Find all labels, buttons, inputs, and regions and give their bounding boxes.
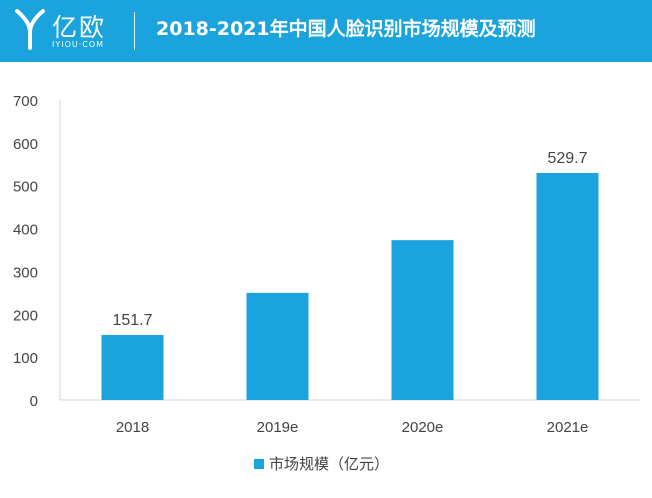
x-tick-label: 2021e [547, 419, 589, 436]
y-tick-label: 100 [13, 350, 38, 367]
bars [101, 172, 599, 400]
y-tick-label: 700 [13, 93, 38, 110]
data-labels: 151.7 529.7 [112, 150, 587, 329]
x-tick-label: 2019e [257, 419, 299, 436]
x-tick-label: 2018 [116, 419, 149, 436]
logo-domain: IYIOU·COM [52, 40, 105, 49]
logo-name: 亿欧 [52, 13, 107, 42]
y-tick-label: 0 [30, 393, 38, 410]
legend: 市场规模（亿元） [254, 455, 389, 473]
chart-title: 2018-2021年中国人脸识别市场规模及预测 [156, 18, 536, 40]
legend-label: 市场规模（亿元） [269, 455, 389, 473]
yiou-logo-icon [15, 9, 45, 50]
x-tick-label: 2020e [402, 419, 444, 436]
y-axis-ticks: 0 100 200 300 400 500 600 700 [13, 93, 38, 410]
bar-chart: 0 100 200 300 400 500 600 700 2018 2019e 2020e 202… [13, 93, 640, 473]
bar-2019e [246, 292, 309, 400]
legend-swatch [254, 459, 264, 469]
y-tick-label: 200 [13, 307, 38, 324]
header-bar: 亿欧 IYIOU·COM 2018-2021年中国人脸识别市场规模及预测 [0, 0, 652, 62]
x-axis-ticks: 2018 2019e 2020e 2021e [116, 419, 589, 436]
bar-2020e [391, 240, 454, 400]
y-tick-label: 600 [13, 136, 38, 153]
y-tick-label: 400 [13, 222, 38, 239]
y-tick-label: 500 [13, 179, 38, 196]
header-divider [134, 12, 135, 50]
bar-2021e [536, 172, 599, 400]
data-label: 151.7 [112, 312, 152, 329]
data-label: 529.7 [547, 150, 587, 167]
bar-2018 [101, 334, 164, 400]
y-tick-label: 300 [13, 264, 38, 281]
